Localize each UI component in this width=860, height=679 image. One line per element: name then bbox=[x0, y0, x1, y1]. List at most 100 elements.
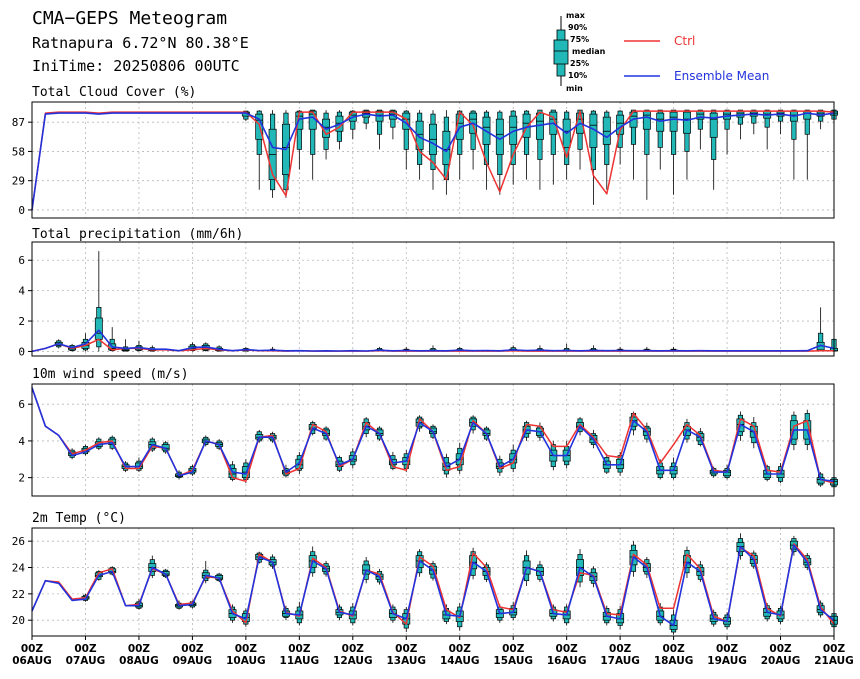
x-tick-time: 00Z bbox=[769, 643, 792, 655]
y-tick-label: 2 bbox=[18, 472, 25, 485]
location-label: Ratnapura 6.72°N 80.38°E bbox=[32, 34, 249, 52]
y-tick-label: 26 bbox=[12, 535, 25, 548]
y-tick-label: 4 bbox=[18, 435, 25, 448]
y-tick-label: 4 bbox=[18, 285, 25, 298]
x-tick-date: 11AUG bbox=[280, 655, 320, 667]
x-tick-time: 00Z bbox=[235, 643, 258, 655]
panel-title: 10m wind speed (m/s) bbox=[32, 367, 189, 382]
ensemble-mean-line bbox=[31, 544, 835, 627]
box-plot bbox=[94, 251, 103, 352]
x-tick-time: 00Z bbox=[342, 643, 365, 655]
legend-ctrl-label: Ctrl bbox=[674, 34, 695, 48]
box-plot bbox=[763, 109, 772, 150]
y-tick-label: 0 bbox=[18, 345, 25, 358]
panel-title: Total precipitation (mm/6h) bbox=[32, 227, 243, 242]
panel-title: 2m Temp (°C) bbox=[32, 511, 126, 526]
x-tick-date: 17AUG bbox=[600, 655, 640, 667]
box-plot bbox=[495, 110, 504, 195]
x-tick-date: 10AUG bbox=[226, 655, 266, 667]
y-tick-label: 24 bbox=[12, 562, 26, 575]
box-plot bbox=[509, 110, 518, 185]
box-outer bbox=[671, 109, 677, 155]
box-outer bbox=[697, 109, 703, 130]
x-tick-time: 00Z bbox=[21, 643, 44, 655]
box-plot bbox=[268, 110, 277, 198]
panel-2: 10m wind speed (m/s) 2 4 6 bbox=[18, 367, 838, 497]
legend-p90: 90% bbox=[568, 23, 587, 32]
box-plot bbox=[736, 109, 745, 140]
box-plot bbox=[803, 109, 812, 180]
box-plot bbox=[134, 340, 143, 352]
box-plot bbox=[562, 110, 571, 180]
x-tick-date: 12AUG bbox=[333, 655, 373, 667]
legend-box-inner bbox=[553, 39, 569, 65]
box-outer bbox=[764, 109, 770, 128]
box-plot bbox=[121, 339, 130, 352]
box-plot bbox=[362, 109, 371, 130]
panel-frame bbox=[31, 383, 835, 497]
box-plot bbox=[482, 110, 491, 190]
box-inner bbox=[656, 112, 665, 132]
x-tick-date: 07AUG bbox=[66, 655, 106, 667]
panel-frame bbox=[31, 101, 835, 219]
box-plot bbox=[429, 110, 437, 190]
legend-p25: 25% bbox=[570, 59, 589, 68]
box-outer bbox=[804, 109, 810, 135]
box-outer bbox=[403, 110, 409, 150]
ensemble-mean-line bbox=[31, 112, 835, 211]
box-plot bbox=[816, 109, 825, 130]
chart-title: CMA−GEPS Meteogram bbox=[32, 8, 227, 29]
box-plot bbox=[442, 110, 451, 195]
legend-min: min bbox=[566, 84, 583, 93]
box-plot bbox=[683, 109, 691, 180]
x-tick-date: 13AUG bbox=[386, 655, 426, 667]
box-inner bbox=[803, 110, 812, 120]
x-tick-time: 00Z bbox=[662, 643, 685, 655]
y-tick-label: 6 bbox=[18, 254, 25, 267]
ensemble-mean-line bbox=[31, 387, 835, 483]
box-plot bbox=[642, 109, 651, 200]
box-plot bbox=[709, 109, 718, 190]
box-inner bbox=[602, 116, 611, 145]
legend-p10: 10% bbox=[568, 71, 587, 80]
x-tick-time: 00Z bbox=[395, 643, 418, 655]
y-tick-label: 2 bbox=[18, 315, 25, 328]
box-inner bbox=[442, 130, 451, 165]
x-tick-date: 18AUG bbox=[654, 655, 694, 667]
panel-1: Total precipitation (mm/6h) 0 2 4 6 bbox=[18, 227, 838, 358]
x-tick-date: 16AUG bbox=[547, 655, 587, 667]
x-tick-date: 21AUG bbox=[814, 655, 854, 667]
box-plot bbox=[789, 109, 798, 180]
box-inner bbox=[683, 111, 691, 134]
x-tick-time: 00Z bbox=[181, 643, 204, 655]
box-outer bbox=[791, 109, 797, 140]
x-tick-time: 00Z bbox=[823, 643, 846, 655]
ensemble-mean-line bbox=[31, 329, 835, 353]
box-outer bbox=[644, 109, 650, 155]
legend-max: max bbox=[566, 11, 586, 20]
box-plot bbox=[589, 110, 598, 205]
box-outer bbox=[376, 109, 383, 135]
box-plot bbox=[455, 110, 464, 180]
box-plot bbox=[549, 109, 558, 185]
box-outer bbox=[751, 109, 757, 124]
box-plot bbox=[469, 110, 478, 170]
x-tick-time: 00Z bbox=[556, 643, 579, 655]
box-inner bbox=[709, 112, 718, 138]
ctrl-line bbox=[31, 110, 835, 211]
y-tick-label: 58 bbox=[12, 145, 25, 158]
box-plot bbox=[535, 109, 544, 190]
panel-3: 2m Temp (°C) 20 22 24 26 bbox=[12, 511, 838, 637]
x-tick-time: 00Z bbox=[288, 643, 311, 655]
box-plot bbox=[656, 109, 665, 170]
y-tick-label: 0 bbox=[18, 204, 25, 217]
panel-frame bbox=[31, 241, 835, 357]
x-axis: 00Z06AUG00Z07AUG00Z08AUG00Z09AUG00Z10AUG… bbox=[12, 636, 854, 667]
x-tick-date: 15AUG bbox=[493, 655, 533, 667]
box-inner bbox=[736, 110, 745, 118]
x-tick-time: 00Z bbox=[449, 643, 472, 655]
box-plot bbox=[696, 109, 705, 150]
y-tick-label: 87 bbox=[12, 116, 25, 129]
box-plot bbox=[308, 109, 317, 180]
y-tick-label: 22 bbox=[12, 588, 25, 601]
